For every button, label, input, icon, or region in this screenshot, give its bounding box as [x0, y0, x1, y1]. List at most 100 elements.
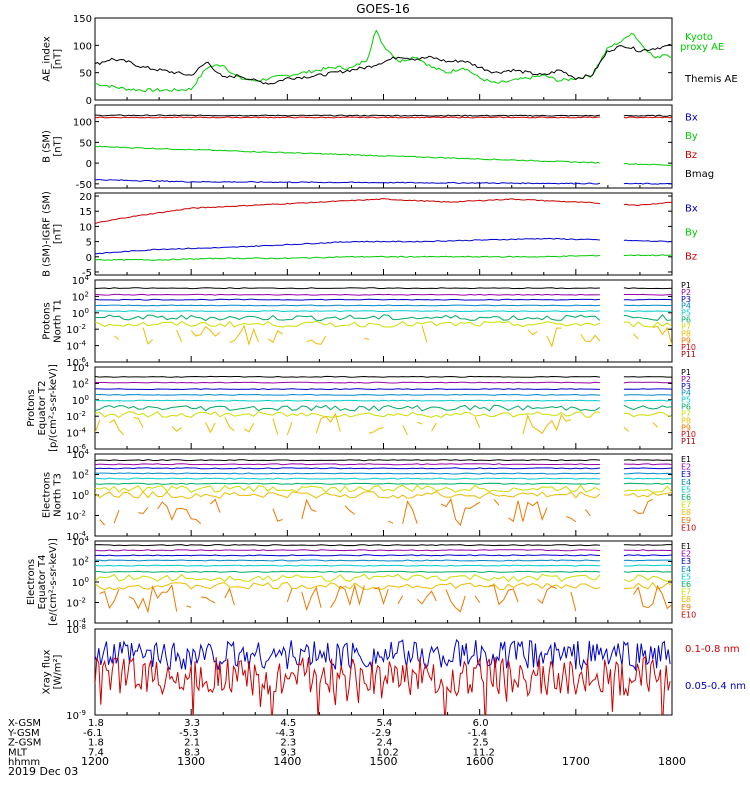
- series-line-e3: [95, 554, 672, 557]
- ephemeris-value: 5.4: [377, 718, 393, 729]
- ephemeris-value: 9.3: [280, 747, 296, 758]
- y-axis-label: B (SM) [nT]: [42, 130, 64, 163]
- ephemeris-row-label: MLT: [8, 747, 28, 758]
- series-line-p7: [95, 411, 672, 418]
- y-axis-label-line: Electrons: [42, 472, 53, 518]
- legend-entry: P9: [681, 423, 691, 432]
- panel-frame: [94, 17, 673, 101]
- legend-entry: P9: [681, 336, 691, 345]
- panel-frame: [94, 192, 673, 276]
- y-tick-label: 50: [79, 69, 92, 80]
- y-tick-label: 10-2: [66, 410, 86, 423]
- legend-entry: E3: [681, 557, 691, 566]
- ephemeris-value: 7.4: [88, 747, 104, 758]
- series-line-p1: [95, 375, 672, 378]
- y-axis-label: Electrons Equator T4 [e/(cm²-s-sr-keV)]: [26, 538, 59, 626]
- legend-entry: E3: [681, 470, 691, 479]
- ephemeris-value: 2.3: [280, 738, 296, 749]
- legend-entry: P10: [681, 430, 696, 439]
- legend-entry: E8: [681, 595, 691, 604]
- ephemeris-value: 10.2: [377, 747, 399, 758]
- series-line-e8: [95, 581, 672, 591]
- ephemeris-value: 1.8: [88, 718, 104, 729]
- y-axis-label-line: Equator T4: [37, 555, 48, 610]
- legend-entry: Bz: [685, 252, 697, 263]
- legend-entry: E8: [681, 508, 691, 517]
- y-tick-label: 15: [79, 207, 92, 218]
- legend-entry: P6: [681, 316, 691, 325]
- series-line-e3: [95, 467, 672, 470]
- series-line-p1: [95, 287, 672, 290]
- series-line-kyoto-proxy-ae: [95, 29, 672, 93]
- ephemeris-value: -6.1: [83, 728, 103, 739]
- series-line-p8: [113, 324, 672, 348]
- series-line-bx: [95, 179, 672, 185]
- x-tick-label: 1800: [658, 755, 686, 768]
- legend-entry: By: [685, 131, 698, 142]
- plot-area: [95, 287, 672, 348]
- ephemeris-value: 2.4: [377, 738, 393, 749]
- y-axis-label: Protons North T1: [42, 299, 64, 343]
- y-tick-label: 102: [72, 556, 89, 569]
- figure-title: GOES-16: [356, 2, 410, 16]
- ephemeris-value: 11.2: [473, 747, 495, 758]
- legend-entry: P11: [681, 350, 696, 359]
- y-tick-label: 10-9: [66, 709, 86, 722]
- legend-entry: E1: [681, 542, 691, 551]
- ephemeris-table: X-GSM 1.8 3.3 4.5 5.4 6.0 Y-GSM -6.1 -5.3 -4.3 -2.…: [7, 718, 495, 768]
- y-axis-label-line: B (SM)-IGRF (SM): [42, 191, 53, 277]
- series-line-e9: [99, 583, 672, 614]
- ephemeris-value: 4.5: [280, 718, 296, 729]
- series-line-themis-ae: [95, 43, 672, 85]
- legend-entry: E4: [681, 478, 691, 487]
- y-tick-label: 100: [72, 307, 89, 320]
- y-axis-label-line: Equator T2: [37, 381, 48, 436]
- legend-entry: P4: [681, 389, 691, 398]
- x-tick-label: 1400: [273, 755, 301, 768]
- ephemeris-value: 1.8: [88, 738, 104, 749]
- legend-entry: P1: [681, 281, 691, 290]
- plot-area: [95, 375, 672, 435]
- date-label: 2019 Dec 03: [8, 765, 78, 778]
- plot-area: [95, 198, 672, 261]
- ephemeris-value: 2.5: [473, 738, 489, 749]
- y-tick-label: 10-2: [66, 510, 86, 523]
- legend-entry: E5: [681, 485, 691, 494]
- y-tick-label: -5: [82, 268, 92, 279]
- y-tick-label: 100: [72, 489, 89, 502]
- panel-bsm: 100 50 0 -50 B (SM) [nT] Bx By Bz Bmag: [42, 104, 714, 191]
- plot-area: [95, 544, 672, 614]
- y-axis-label-line: Protons: [26, 389, 37, 426]
- y-tick-label: 100: [72, 576, 89, 589]
- legend-entry: P11: [681, 437, 696, 446]
- y-tick-label: -50: [76, 180, 92, 191]
- series-line-bmag: [95, 114, 672, 117]
- y-axis-label-line: Protons: [42, 302, 53, 339]
- panel-frame: [94, 366, 673, 450]
- legend-entry: E10: [681, 610, 696, 619]
- series-line-e7: [95, 573, 672, 583]
- legend-entry: P7: [681, 322, 691, 331]
- y-axis-label: AE_index [nT]: [42, 36, 64, 82]
- y-axis-label-line: [p/(cm²-s-sr-keV)]: [48, 364, 59, 452]
- panel-frame: [94, 540, 673, 624]
- x-tick-label: 1600: [466, 755, 494, 768]
- y-axis-label-line: [nT]: [53, 224, 64, 244]
- y-axis-label-line: North T3: [53, 473, 64, 517]
- y-tick-label: 0: [86, 159, 92, 170]
- series-line-by: [95, 254, 672, 261]
- legend-entry: P2: [681, 375, 691, 384]
- ephemeris-value: 3.3: [184, 718, 200, 729]
- plot-area: [95, 638, 671, 715]
- legend-entry: Bmag: [685, 169, 714, 180]
- panel-frame: [94, 628, 673, 716]
- series-line-bx: [95, 237, 672, 255]
- legend-entry: P3: [681, 382, 691, 391]
- x-tick-label: 1500: [370, 755, 398, 768]
- plot-area: [95, 114, 672, 185]
